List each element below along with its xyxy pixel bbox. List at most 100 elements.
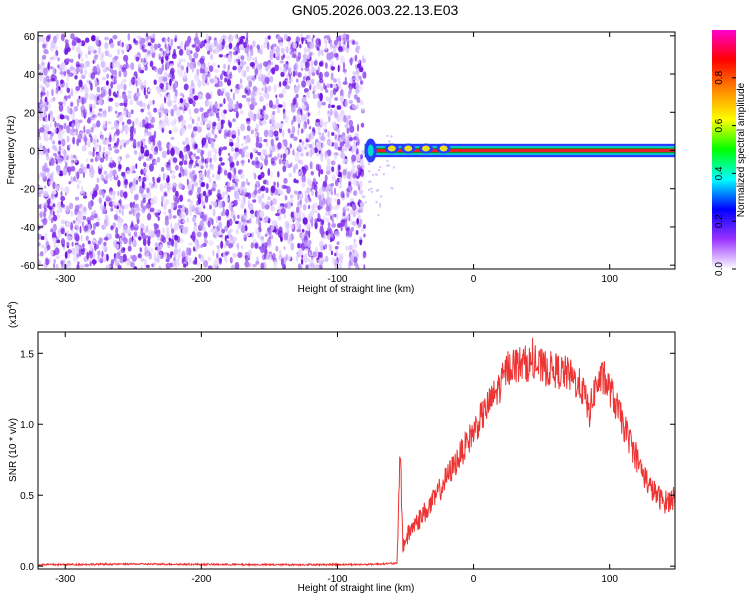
noise-point [223, 169, 228, 176]
noise-point [142, 238, 147, 246]
noise-point [187, 35, 192, 44]
noise-point [212, 153, 217, 163]
noise-point [299, 139, 302, 143]
noise-point [99, 97, 103, 106]
noise-point [160, 50, 163, 58]
noise-point [99, 163, 102, 168]
noise-point [342, 90, 345, 98]
noise-point [151, 263, 154, 268]
noise-point [283, 214, 287, 219]
noise-point [102, 205, 107, 212]
noise-point [168, 130, 172, 135]
noise-point [63, 149, 67, 157]
noise-point [218, 221, 223, 230]
noise-point [41, 62, 45, 66]
noise-point [93, 190, 98, 197]
noise-point [303, 256, 309, 263]
noise-point [147, 36, 150, 40]
noise-point [194, 144, 198, 150]
noise-point [173, 222, 179, 231]
noise-point [367, 188, 371, 192]
noise-point [191, 44, 197, 48]
noise-point [375, 173, 378, 176]
noise-point [300, 152, 304, 157]
noise-point [43, 76, 47, 85]
noise-point [79, 264, 85, 269]
noise-point [268, 131, 272, 136]
noise-point [130, 262, 135, 268]
noise-point [264, 204, 270, 210]
noise-point [318, 194, 322, 201]
noise-point [356, 252, 359, 259]
noise-point [265, 187, 269, 194]
noise-point [114, 110, 118, 115]
noise-point [44, 246, 48, 254]
noise-point [72, 136, 75, 145]
noise-point [228, 204, 233, 210]
noise-point [240, 123, 246, 132]
noise-point [351, 203, 356, 210]
noise-point [340, 152, 346, 159]
noise-point [302, 167, 307, 175]
noise-point [355, 41, 359, 46]
noise-point [143, 144, 148, 149]
noise-point [276, 181, 279, 188]
noise-point [327, 34, 330, 41]
noise-point [333, 205, 339, 211]
noise-point [333, 198, 338, 202]
noise-point [143, 161, 147, 168]
noise-point [300, 258, 304, 265]
noise-point [199, 107, 204, 112]
noise-point [315, 263, 319, 269]
noise-point [317, 100, 322, 109]
noise-point [297, 51, 302, 61]
noise-point [172, 157, 178, 163]
noise-point [193, 164, 196, 169]
noise-point [163, 72, 168, 78]
noise-point [78, 79, 83, 88]
noise-point [86, 158, 89, 163]
noise-point [353, 144, 357, 152]
band-bump-core [404, 145, 413, 152]
noise-point [75, 220, 80, 230]
noise-point [71, 122, 74, 129]
noise-point [356, 180, 359, 187]
noise-point [152, 176, 155, 181]
noise-point [162, 76, 168, 82]
noise-point [50, 122, 53, 128]
noise-point [112, 76, 115, 84]
noise-point [59, 89, 63, 94]
noise-point [196, 231, 202, 238]
noise-point [304, 195, 309, 204]
noise-point [255, 125, 259, 130]
noise-point [302, 76, 306, 81]
noise-point [162, 194, 165, 202]
noise-point [132, 238, 137, 247]
noise-point [243, 135, 246, 140]
noise-point [300, 108, 303, 116]
noise-point [92, 104, 96, 110]
noise-point [140, 154, 145, 159]
noise-point [217, 64, 220, 68]
noise-point [318, 38, 322, 47]
snr-background [38, 332, 675, 569]
y-tick-label: 60 [24, 32, 36, 43]
noise-point [303, 146, 308, 150]
noise-point [135, 80, 138, 87]
noise-point [377, 214, 380, 217]
noise-point [55, 247, 59, 255]
noise-point [229, 235, 234, 241]
noise-point [75, 178, 79, 183]
noise-point [354, 54, 358, 62]
noise-point [90, 158, 94, 163]
noise-point [200, 165, 204, 170]
noise-point [260, 44, 264, 51]
noise-point [227, 102, 232, 109]
band-start-core [367, 144, 374, 157]
noise-point [263, 61, 269, 67]
noise-point [173, 104, 178, 112]
noise-point [50, 66, 53, 70]
noise-point [119, 257, 124, 261]
noise-point [261, 253, 267, 261]
noise-point [75, 234, 80, 242]
